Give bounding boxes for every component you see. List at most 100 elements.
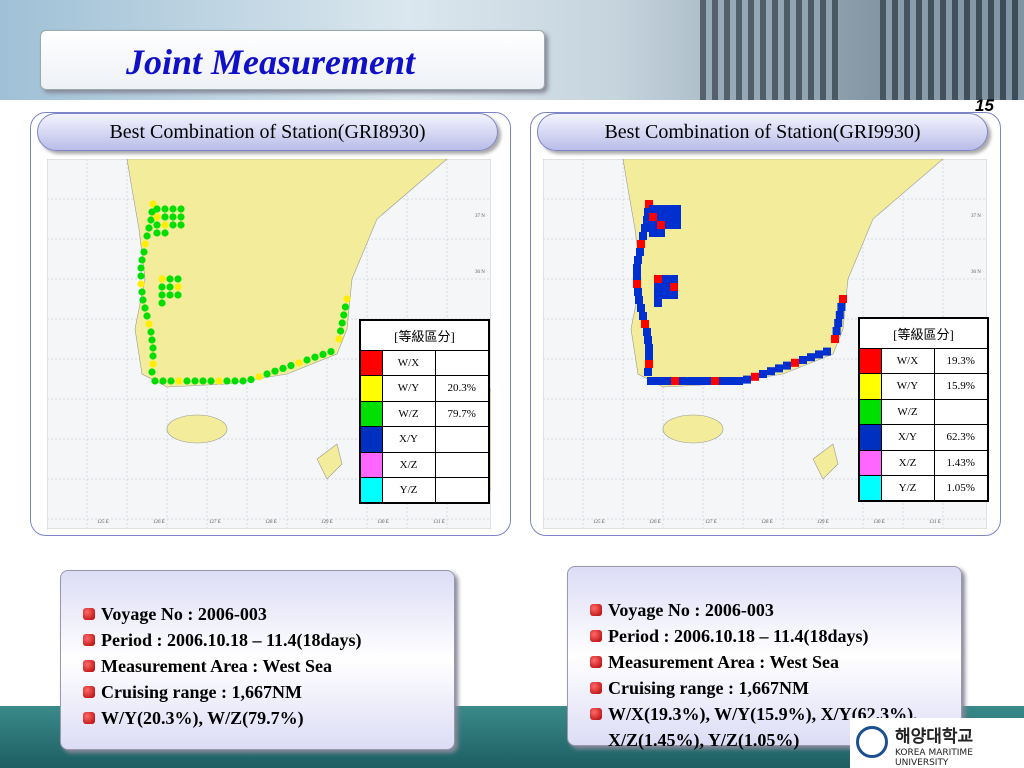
track-dot	[231, 377, 239, 385]
track-dot	[138, 288, 146, 296]
track-dot	[166, 275, 174, 283]
legend-label: W/Z	[381, 400, 436, 427]
island	[662, 414, 724, 444]
panel: Best Combination of Station(GRI8930) 125 …	[30, 112, 511, 536]
legend-value: 79.7%	[434, 400, 490, 427]
track-dot	[311, 353, 319, 361]
legend-swatch	[858, 475, 882, 502]
track-cell	[673, 205, 681, 213]
lat-label: 36 N	[971, 270, 981, 275]
track-dot	[153, 229, 161, 237]
legend-swatch	[359, 400, 383, 427]
track-dot	[139, 296, 147, 304]
track-dot	[145, 320, 153, 328]
legend-table: [等級區分] W/X W/Y 20.3% W/Z 79.7% X/Y X/Z Y/Z	[359, 319, 490, 504]
track-cell	[645, 360, 653, 368]
track-dot	[148, 336, 156, 344]
legend-value: 62.3%	[933, 424, 989, 451]
track-dot	[174, 283, 182, 291]
lon-label: 127 E	[209, 520, 221, 525]
info-bullet: W/Y(20.3%), W/Z(79.7%)	[83, 705, 454, 731]
track-cell	[649, 213, 657, 221]
track-dot	[147, 328, 155, 336]
track-cell	[645, 200, 653, 208]
track-cell	[633, 264, 641, 272]
track-dot	[183, 377, 191, 385]
legend-label: Y/Z	[880, 475, 935, 502]
legend-swatch	[359, 451, 383, 478]
legend-label: X/Y	[880, 424, 935, 451]
track-cell	[783, 361, 791, 370]
track-cell	[687, 377, 695, 385]
track-dot	[279, 364, 287, 372]
track-cell	[633, 272, 641, 280]
track-cell	[634, 288, 642, 296]
legend-label: W/Y	[381, 375, 436, 402]
track-dot	[199, 377, 207, 385]
info-bullet: Period : 2006.10.18 – 11.4(18days)	[590, 623, 961, 649]
track-cell	[655, 377, 663, 385]
lon-label: 129 E	[321, 520, 333, 525]
legend-row: X/Z	[359, 451, 490, 478]
legend-row: W/Z	[858, 398, 989, 425]
track-cell	[643, 216, 651, 224]
island	[812, 443, 839, 480]
track-cell	[767, 367, 775, 376]
track-dot	[337, 327, 345, 335]
track-dot	[158, 283, 166, 291]
legend-value	[434, 477, 490, 504]
track-cell	[837, 303, 846, 311]
info-box: Voyage No : 2006-003 Period : 2006.10.18 …	[60, 570, 455, 750]
legend-label: X/Z	[381, 451, 436, 478]
info-bullet: Period : 2006.10.18 – 11.4(18days)	[83, 627, 454, 653]
track-cell	[791, 358, 799, 367]
track-dot	[215, 377, 223, 385]
track-cell	[751, 372, 759, 381]
track-dot	[149, 344, 157, 352]
legend-swatch	[858, 424, 882, 451]
track-cell	[662, 275, 670, 283]
track-dot	[145, 224, 153, 232]
lon-label: 128 E	[265, 520, 277, 525]
legend-row: W/Y 15.9%	[858, 373, 989, 400]
lat-label: 37 N	[475, 214, 485, 219]
legend-swatch	[858, 398, 882, 425]
track-dot	[340, 311, 348, 319]
track-dot	[239, 377, 247, 385]
legend-label: W/X	[381, 349, 436, 376]
legend-row: W/Y 20.3%	[359, 375, 490, 402]
track-dot	[167, 377, 175, 385]
track-cell	[835, 311, 844, 319]
track-cell	[799, 356, 807, 364]
logo: 해양대학교 KOREA MARITIME UNIVERSITY	[850, 718, 1024, 768]
track-cell	[695, 377, 703, 385]
track-dot	[169, 205, 177, 213]
track-dot	[161, 205, 169, 213]
track-dot	[137, 264, 145, 272]
track-cell	[644, 208, 652, 216]
track-dot	[166, 291, 174, 299]
track-cell	[711, 377, 719, 385]
track-cell	[633, 280, 641, 288]
legend-header-row: [等級區分]	[858, 317, 989, 349]
track-cell	[727, 377, 735, 385]
track-cell	[635, 296, 643, 304]
track-cell	[657, 221, 665, 229]
legend-row: X/Y	[359, 426, 490, 453]
track-cell	[775, 364, 783, 373]
info-box: Voyage No : 2006-003 Period : 2006.10.18 …	[567, 566, 962, 750]
legend-swatch	[858, 373, 882, 400]
track-dot	[161, 221, 169, 229]
track-dot	[341, 303, 349, 311]
building	[700, 0, 840, 100]
info-bullet: W/X(19.3%), W/Y(15.9%), X/Y(62.3%), X/Z(…	[590, 701, 961, 753]
track-cell	[657, 213, 665, 221]
track-dot	[175, 377, 183, 385]
legend-label: W/Z	[880, 398, 935, 425]
legend-row: Y/Z	[359, 477, 490, 504]
track-cell	[815, 350, 823, 359]
lon-label: 125 E	[97, 520, 109, 525]
track-dot	[137, 280, 145, 288]
track-dot	[191, 377, 199, 385]
